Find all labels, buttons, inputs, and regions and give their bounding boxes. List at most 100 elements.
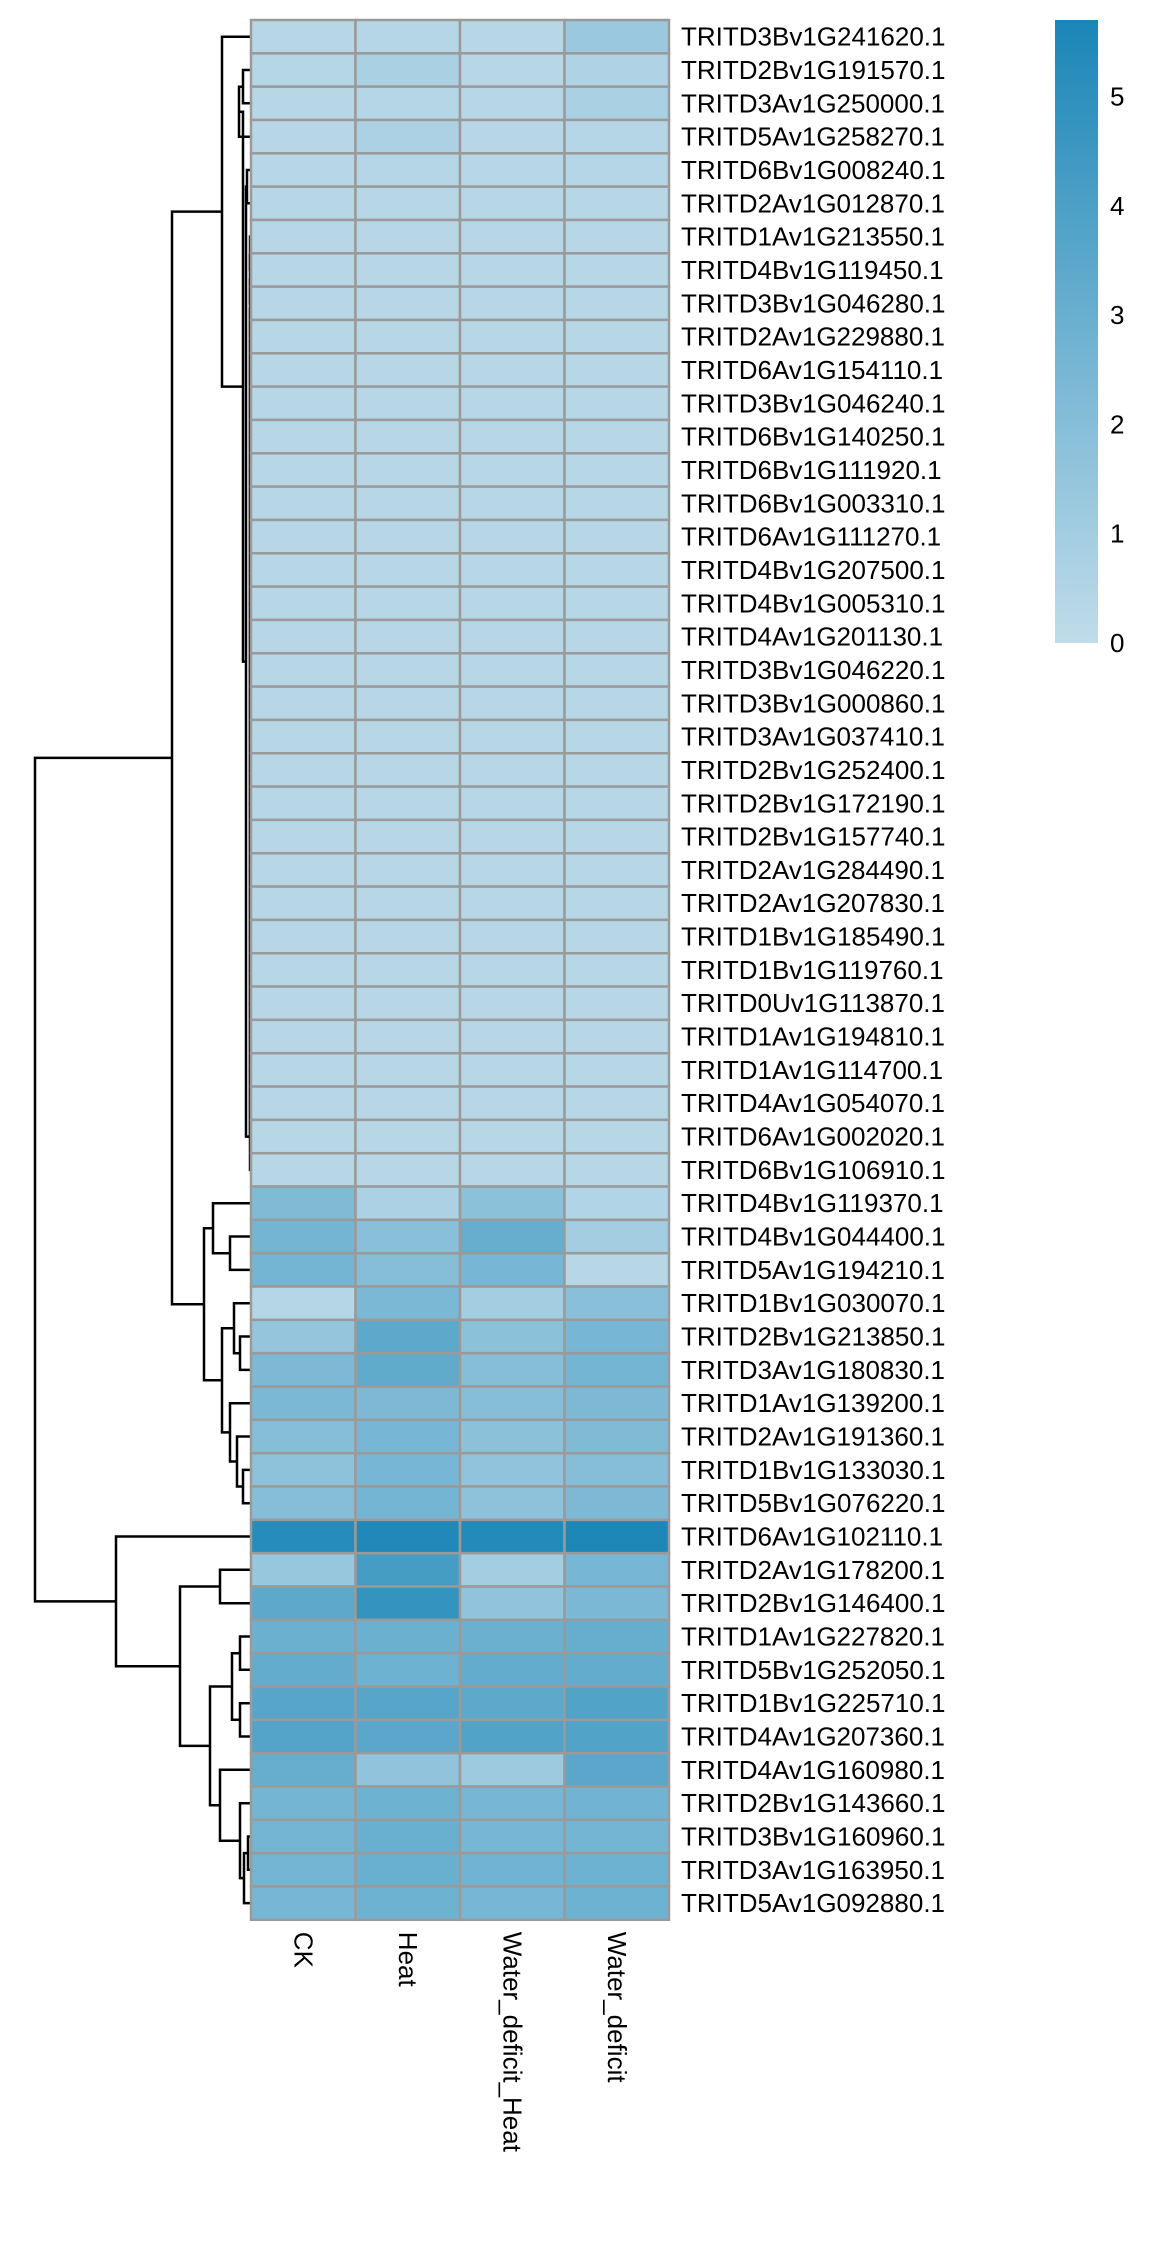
heatmap-cell: [563, 218, 671, 255]
heatmap-cell: [354, 1785, 462, 1822]
legend-tick-label: 2: [1110, 409, 1124, 439]
heatmap-cell: [249, 1585, 357, 1622]
legend-tick-label: 1: [1110, 519, 1124, 549]
heatmap-cell: [249, 418, 357, 455]
heatmap-cell: [249, 1351, 357, 1388]
heatmap-cell: [249, 918, 357, 955]
heatmap-cell: [458, 852, 566, 888]
heatmap-cell: [249, 1018, 357, 1055]
heatmap-cell: [563, 1185, 671, 1222]
heatmap-cell: [354, 52, 462, 88]
heatmap-cell: [563, 518, 671, 555]
heatmap-cell: [458, 618, 566, 655]
heatmap-cell: [563, 1385, 671, 1422]
row-label: TRITD5Av1G092880.1: [681, 1888, 945, 1918]
heatmap-cell: [458, 1585, 566, 1622]
heatmap-cell: [354, 1418, 462, 1455]
heatmap-cell: [563, 585, 671, 622]
row-label: TRITD4Av1G160980.1: [681, 1755, 945, 1785]
row-label: TRITD3Bv1G046220.1: [681, 655, 945, 685]
heatmap-cell: [249, 1485, 357, 1522]
row-label: TRITD3Bv1G046280.1: [681, 288, 945, 318]
heatmap-cell: [563, 885, 671, 922]
heatmap-cell: [563, 1151, 671, 1188]
heatmap-cell: [563, 1085, 671, 1122]
heatmap-cell: [563, 1785, 671, 1822]
row-label: TRITD1Bv1G119760.1: [681, 955, 944, 985]
heatmap-cell: [458, 318, 566, 355]
heatmap-cell: [458, 152, 566, 188]
heatmap-cell: [249, 852, 357, 888]
heatmap-cell: [354, 852, 462, 888]
legend-tick-label: 3: [1110, 300, 1124, 330]
heatmap-cell: [354, 1818, 462, 1855]
heatmap-cell: [354, 818, 462, 855]
row-label: TRITD1Av1G227820.1: [681, 1622, 945, 1652]
row-label: TRITD2Av1G178200.1: [681, 1555, 945, 1585]
heatmap-cell: [249, 1518, 357, 1555]
heatmap-cell: [354, 652, 462, 688]
heatmap-cell: [458, 1185, 566, 1222]
heatmap-cell: [249, 1685, 357, 1722]
row-label: TRITD6Bv1G140250.1: [681, 422, 945, 452]
heatmap-cell: [249, 752, 357, 788]
row-label: TRITD4Av1G054070.1: [681, 1088, 945, 1118]
heatmap-cell: [563, 485, 671, 522]
heatmap-cell: [563, 1851, 671, 1888]
heatmap-cell: [458, 1251, 566, 1288]
heatmap-cell: [354, 318, 462, 355]
heatmap-cell: [458, 1351, 566, 1388]
heatmap-cell: [458, 685, 566, 722]
heatmap-cell: [563, 618, 671, 655]
heatmap-cell: [249, 1651, 357, 1688]
heatmap-cell: [354, 485, 462, 522]
heatmap-cell: [249, 718, 357, 755]
heatmap-cell: [563, 18, 671, 55]
heatmap-cell: [354, 985, 462, 1022]
row-label: TRITD1Av1G139200.1: [681, 1388, 945, 1418]
heatmap-cell: [249, 951, 357, 988]
row-label: TRITD6Av1G154110.1: [681, 355, 943, 385]
heatmap-cell: [458, 1418, 566, 1455]
heatmap-cell: [354, 918, 462, 955]
heatmap-cell: [458, 418, 566, 455]
heatmap-cell: [563, 1818, 671, 1855]
heatmap-cell: [563, 1885, 671, 1922]
row-labels: TRITD3Bv1G241620.1TRITD2Bv1G191570.1TRIT…: [681, 22, 945, 1918]
heatmap-cell: [249, 85, 357, 122]
heatmap-cell: [354, 1518, 462, 1555]
heatmap-cell: [458, 452, 566, 488]
heatmap-cell: [458, 118, 566, 155]
heatmap-cell: [354, 352, 462, 388]
heatmap-cell: [354, 1051, 462, 1088]
row-label: TRITD2Bv1G252400.1: [681, 755, 945, 785]
heatmap-cell: [458, 1118, 566, 1155]
heatmap-cell: [354, 285, 462, 322]
row-label: TRITD6Bv1G106910.1: [681, 1155, 945, 1185]
heatmap-cell: [563, 252, 671, 288]
heatmap-cell: [249, 585, 357, 622]
row-label: TRITD4Bv1G044400.1: [681, 1222, 945, 1252]
heatmap-cell: [249, 152, 357, 188]
heatmap-cell: [249, 1451, 357, 1488]
heatmap-cell: [563, 285, 671, 322]
heatmap-cell: [458, 1518, 566, 1555]
row-label: TRITD4Bv1G005310.1: [681, 588, 945, 618]
heatmap-cell: [458, 1885, 566, 1922]
heatmap-cell: [458, 1751, 566, 1788]
heatmap-cell: [354, 1451, 462, 1488]
heatmap-cell: [354, 1118, 462, 1155]
heatmap-cell: [249, 818, 357, 855]
heatmap-cell: [458, 985, 566, 1022]
heatmap-cell: [249, 252, 357, 288]
heatmap-cell: [354, 252, 462, 288]
heatmap-cell: [354, 1551, 462, 1588]
row-label: TRITD2Bv1G157740.1: [681, 822, 945, 852]
heatmap-cell: [563, 1585, 671, 1622]
heatmap-cell: [249, 1851, 357, 1888]
heatmap-cell: [458, 718, 566, 755]
heatmap-cell: [458, 918, 566, 955]
legend-tick-label: 0: [1110, 628, 1124, 658]
heatmap-cell: [249, 685, 357, 722]
heatmap-cell: [354, 518, 462, 555]
